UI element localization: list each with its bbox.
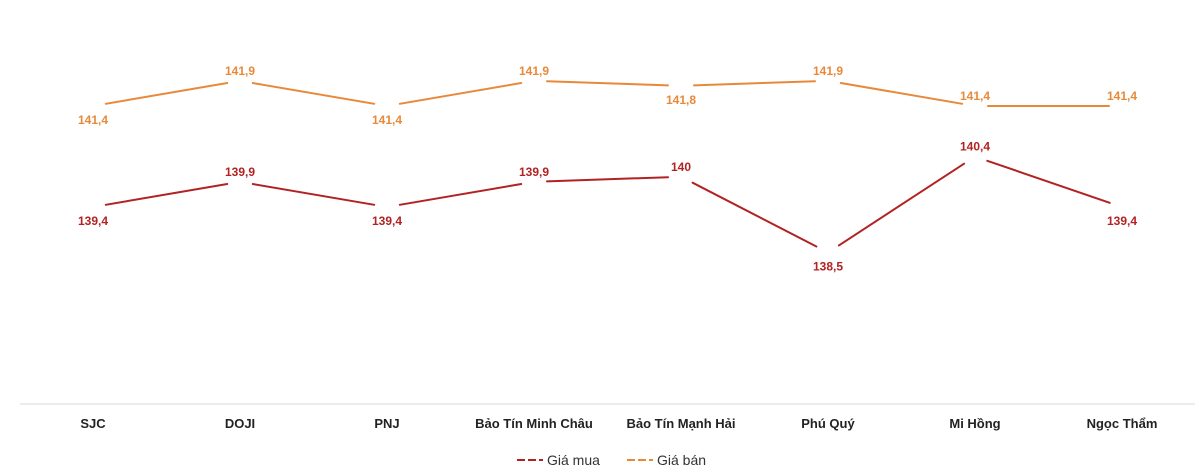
- data-label: 141,4: [1107, 89, 1137, 103]
- data-point: [91, 205, 95, 209]
- legend-label: Giá mua: [547, 452, 600, 468]
- data-point: [91, 104, 95, 108]
- series-gia-ban: 141,4 141,9 141,4 141,9 141,8 141,9 141,4 141,4: [78, 64, 1137, 127]
- series-line-segment: [839, 82, 964, 105]
- data-label: 139,4: [372, 214, 402, 228]
- data-label: 139,4: [78, 214, 108, 228]
- x-tick-labels: SJC DOJI PNJ Bảo Tín Minh Châu Bảo Tín Mạnh …: [80, 416, 1157, 431]
- data-label: 140,4: [960, 140, 990, 154]
- data-point: [826, 79, 830, 83]
- x-tick-label: Bảo Tín Mạnh Hải: [626, 416, 735, 431]
- series-line-segment: [546, 176, 669, 183]
- x-tick-label: SJC: [80, 416, 106, 431]
- data-label: 141,9: [813, 64, 843, 78]
- data-point: [1120, 205, 1124, 209]
- data-point: [973, 104, 977, 108]
- series-gia-mua: 139,4 139,9 139,4 139,9 140 138,5 140,4 139,4: [78, 140, 1137, 274]
- x-tick-label: PNJ: [374, 416, 399, 431]
- series-line-segment: [691, 181, 818, 248]
- data-label: 139,9: [225, 165, 255, 179]
- legend-label: Giá bán: [657, 452, 706, 468]
- data-label: 140: [671, 160, 691, 174]
- data-label: 141,9: [519, 64, 549, 78]
- data-label: 141,4: [960, 89, 990, 103]
- data-point: [679, 175, 683, 179]
- data-point: [532, 79, 536, 83]
- series-line-segment: [251, 183, 376, 206]
- series-line-segment: [104, 183, 229, 206]
- data-point: [238, 180, 242, 184]
- data-label: 139,4: [1107, 214, 1137, 228]
- data-label: 141,9: [225, 64, 255, 78]
- legend-item-gia-ban: Giá bán: [627, 452, 706, 468]
- x-tick-label: DOJI: [225, 416, 255, 431]
- data-point: [973, 155, 977, 159]
- x-tick-label: Phú Quý: [801, 416, 855, 431]
- x-tick-label: Ngọc Thẩm: [1087, 416, 1158, 431]
- data-label: 139,9: [519, 165, 549, 179]
- series-line-segment: [251, 82, 376, 105]
- x-tick-label: Mi Hồng: [949, 416, 1000, 431]
- data-label: 141,4: [372, 113, 402, 127]
- legend-item-gia-mua: Giá mua: [517, 452, 600, 468]
- series-line-segment: [104, 82, 229, 105]
- data-label: 138,5: [813, 260, 843, 274]
- series-line-segment: [546, 80, 669, 87]
- series-line-segment: [986, 159, 1111, 204]
- data-point: [679, 84, 683, 88]
- data-point: [532, 180, 536, 184]
- series-line-segment: [398, 82, 523, 105]
- data-point: [385, 104, 389, 108]
- series-line-segment: [398, 183, 523, 206]
- x-tick-label: Bảo Tín Minh Châu: [475, 416, 593, 431]
- data-label: 141,8: [666, 93, 696, 107]
- series-line-segment: [837, 162, 966, 247]
- data-point: [238, 79, 242, 83]
- legend: Giá mua Giá bán: [517, 452, 706, 468]
- data-point: [385, 205, 389, 209]
- series-line-segment: [693, 80, 816, 87]
- data-point: [1120, 104, 1124, 108]
- data-point: [826, 251, 830, 255]
- data-label: 141,4: [78, 113, 108, 127]
- series-layer: 139,4 139,9 139,4 139,9 140 138,5 140,4 139,4 14…: [78, 64, 1137, 274]
